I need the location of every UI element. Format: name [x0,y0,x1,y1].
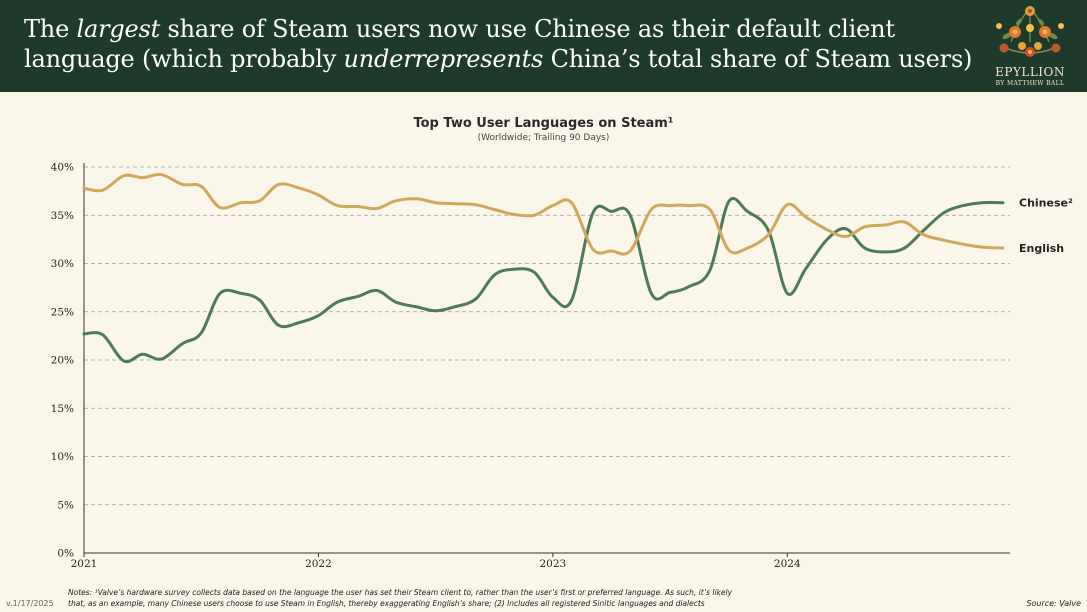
x-tick-label: 2021 [71,558,98,570]
logo-subtitle: BY MATTHEW BALL [995,80,1065,87]
y-tick-label: 40% [51,162,74,174]
headline-text: The [24,15,77,43]
y-tick-label: 20% [51,355,74,367]
series-label-chinese: Chinese² [1019,197,1073,210]
x-tick-label: 2022 [305,558,332,570]
epyllion-logo: EPYLLION BY MATTHEW BALL [989,2,1071,90]
headline: The largest share of Steam users now use… [24,14,984,74]
y-tick-label: 0% [57,548,74,560]
headline-emphasis-underrepresents: underrepresents [343,45,544,73]
y-tick-label: 35% [51,210,74,222]
chart-title: Top Two User Languages on Steam¹ [413,116,674,131]
headline-text: China’s total share of Steam users) [543,45,973,73]
y-tick-label: 30% [51,258,74,270]
source-label: Source: Valve [1026,599,1081,608]
headline-text: share of Steam users now use Chinese as … [24,15,895,73]
series-line-english [82,173,1005,256]
y-tick-label: 15% [51,403,74,415]
x-tick-label: 2024 [774,558,801,570]
series-line-chinese [82,196,1005,364]
y-tick-label: 10% [51,451,74,463]
chart-subtitle: (Worldwide; Trailing 90 Days) [477,133,610,143]
footnote-line-2: that, as an example, many Chinese users … [68,599,705,608]
logo-name: EPYLLION [995,65,1065,79]
series-label-english: English [1019,242,1064,255]
floral-wreath-icon [996,6,1064,57]
version-label: v.1/17/2025 [6,599,54,608]
footnotes: Notes: ¹Valve’s hardware survey collects… [68,587,848,609]
header-banner: The largest share of Steam users now use… [0,0,1087,92]
y-tick-label: 5% [57,499,74,511]
x-tick-label: 2023 [539,558,566,570]
y-tick-label: 25% [51,306,74,318]
footnote-line-1: Notes: ¹Valve’s hardware survey collects… [68,588,733,597]
headline-emphasis-largest: largest [76,15,161,43]
